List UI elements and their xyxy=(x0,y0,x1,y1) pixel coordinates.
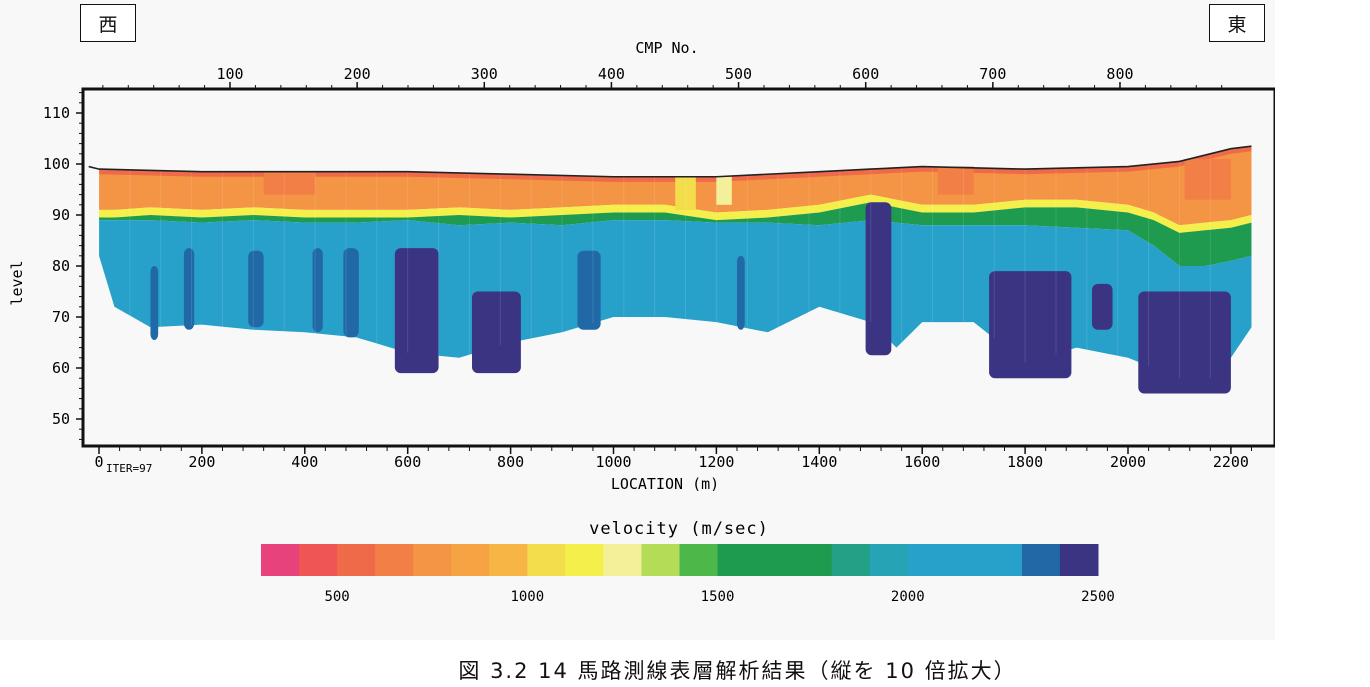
y-axis-title: level xyxy=(8,260,26,305)
colorbar-tick-label: 1000 xyxy=(510,589,544,605)
cmp-tick-label: 100 xyxy=(216,65,243,83)
high-velocity-body xyxy=(248,250,264,328)
cmp-tick-label: 700 xyxy=(979,65,1006,83)
colorbar-band xyxy=(1021,544,1061,576)
colorbar-tick-label: 2500 xyxy=(1081,589,1115,605)
cmp-tick-label: 200 xyxy=(344,65,371,83)
colorbar-title: velocity (m/sec) xyxy=(589,519,769,539)
y-tick-label: 100 xyxy=(43,155,70,173)
high-velocity-body xyxy=(865,202,892,356)
colorbar-band xyxy=(1059,544,1099,576)
east-direction-label: 東 xyxy=(1209,4,1265,42)
y-tick-label: 110 xyxy=(43,104,70,122)
near-surface-patch xyxy=(263,171,316,195)
high-velocity-body xyxy=(577,250,601,330)
colorbar-band xyxy=(299,544,338,576)
x-tick-label: 2200 xyxy=(1213,453,1249,471)
colorbar-tick-label: 1500 xyxy=(701,589,735,605)
colorbar-band xyxy=(603,544,642,576)
axes: 50 60 70 80 90 100 110 0 200 400 600 800 1000 1200 140… xyxy=(43,65,1252,471)
x-tick-label: 800 xyxy=(497,453,524,471)
red-surface-strip xyxy=(99,146,1252,182)
x-tick-label: 1000 xyxy=(595,453,631,471)
high-velocity-body xyxy=(183,248,195,330)
near-surface-patch xyxy=(1184,158,1231,200)
green-intermediate-layer xyxy=(99,202,1252,266)
x-tick-label: 1600 xyxy=(904,453,940,471)
colorbar-band xyxy=(375,544,414,576)
colorbar-band xyxy=(565,544,604,576)
x-tick-label: 2000 xyxy=(1110,453,1146,471)
colorbar-tick-label: 2000 xyxy=(891,589,925,605)
near-surface-patch xyxy=(937,166,974,195)
colorbar-band xyxy=(337,544,376,576)
cmp-tick-label: 600 xyxy=(852,65,879,83)
x-tick-label: 1200 xyxy=(698,453,734,471)
high-velocity-body xyxy=(472,291,521,374)
colorbar-band xyxy=(489,544,528,576)
x-axis-title: LOCATION (m) xyxy=(611,475,719,493)
west-direction-label: 西 xyxy=(80,4,136,42)
colorbar-band xyxy=(831,544,871,576)
colorbar-band xyxy=(451,544,490,576)
x-tick-label: 1400 xyxy=(801,453,837,471)
high-velocity-body xyxy=(394,248,439,374)
x-tick-label: 1800 xyxy=(1007,453,1043,471)
x-tick-label: 600 xyxy=(394,453,421,471)
colorbar-band xyxy=(261,544,300,576)
colorbar-band xyxy=(679,544,719,576)
x-tick-label: 200 xyxy=(188,453,215,471)
colorbar-band xyxy=(717,544,833,576)
cmp-tick-label: 500 xyxy=(725,65,752,83)
yellow-transition-layer xyxy=(99,194,1252,233)
cyan-basement-layer xyxy=(99,220,1252,384)
cmp-tick-label: 400 xyxy=(598,65,625,83)
cmp-axis-title: CMP No. xyxy=(635,39,698,57)
near-surface-patch xyxy=(675,176,696,210)
velocity-section-chart: 50 60 70 80 90 100 110 0 200 400 600 800 1000 1200 140… xyxy=(8,39,1275,605)
high-velocity-body xyxy=(736,255,745,330)
high-velocity-body xyxy=(312,248,323,333)
x-tick-label: 400 xyxy=(291,453,318,471)
colorbar-band xyxy=(641,544,680,576)
y-tick-label: 50 xyxy=(52,410,70,428)
high-velocity-body xyxy=(1138,291,1231,394)
cmp-tick-label: 300 xyxy=(471,65,498,83)
iteration-annotation: ITER=97 xyxy=(106,462,152,475)
y-tick-label: 70 xyxy=(52,308,70,326)
cmp-tick-label: 800 xyxy=(1106,65,1133,83)
y-tick-label: 90 xyxy=(52,206,70,224)
colorbar-band xyxy=(527,544,566,576)
colorbar-tick-label: 500 xyxy=(324,589,349,605)
x-tick-label: 0 xyxy=(94,453,103,471)
high-velocity-body xyxy=(343,248,359,338)
colorbar-band xyxy=(907,544,1023,576)
plot-frame xyxy=(81,87,1275,448)
velocity-field xyxy=(88,145,1252,394)
high-velocity-body xyxy=(150,266,159,340)
y-tick-label: 80 xyxy=(52,257,70,275)
colorbar-band xyxy=(413,544,452,576)
high-velocity-body xyxy=(989,271,1072,379)
topography-line xyxy=(88,145,1252,178)
figure-caption: 図 3.2 14 馬路測線表層解析結果（縦を 10 倍拡大） xyxy=(458,659,1017,683)
colorbar: 500 1000 1500 2000 2500 xyxy=(261,544,1115,605)
colorbar-band xyxy=(869,544,909,576)
high-velocity-body xyxy=(1091,283,1113,330)
y-tick-label: 60 xyxy=(52,359,70,377)
near-surface-patch xyxy=(716,176,732,205)
